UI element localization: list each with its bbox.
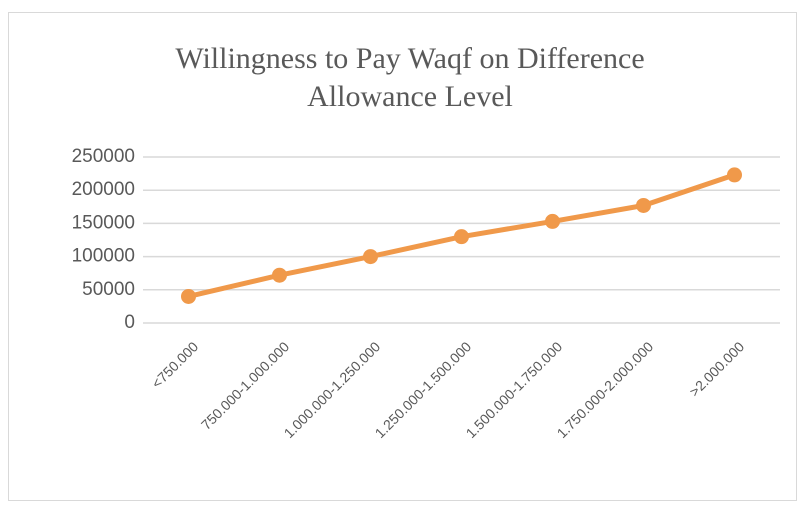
- data-point: [272, 267, 287, 283]
- data-point: [636, 197, 651, 213]
- x-tick-label: >2.000.000: [686, 338, 747, 399]
- x-tick-label: 1.000.000-1.250.000: [281, 338, 384, 441]
- x-tick-label: 1.500.000-1.750.000: [463, 338, 566, 441]
- chart-title: Willingness to Pay Waqf on Difference Al…: [175, 42, 645, 113]
- y-tick-label: 0: [124, 312, 135, 333]
- x-tick-label: <750.000: [148, 338, 201, 391]
- data-point: [727, 167, 742, 183]
- y-tick-label: 50000: [82, 279, 135, 300]
- chart-border: [8, 12, 797, 501]
- y-tick-label: 200000: [72, 179, 135, 200]
- y-tick-label: 150000: [72, 212, 135, 233]
- x-tick-label: 1.250.000-1.500.000: [372, 338, 475, 441]
- data-point: [454, 229, 469, 245]
- y-tick-label: 250000: [72, 146, 135, 167]
- data-point: [363, 249, 378, 265]
- data-point: [545, 213, 560, 229]
- x-tick-label: 1.750.000-2.000.000: [554, 338, 657, 441]
- data-point: [181, 288, 196, 304]
- x-tick-label: 750.000-1.000.000: [198, 338, 293, 433]
- y-tick-label: 100000: [72, 246, 135, 267]
